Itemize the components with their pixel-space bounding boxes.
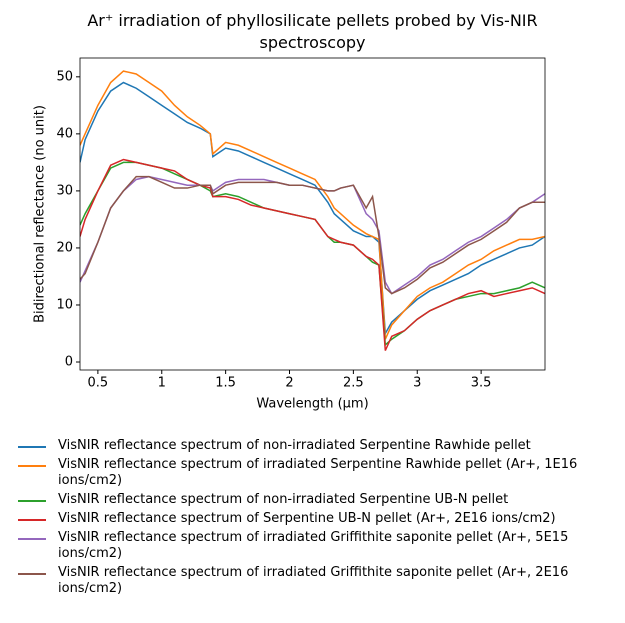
legend-swatch xyxy=(18,519,46,521)
legend-swatch xyxy=(18,465,46,467)
legend-label: VisNIR reflectance spectrum of non-irrad… xyxy=(58,492,509,507)
legend-label: VisNIR reflectance spectrum of Serpentin… xyxy=(58,511,556,526)
y-tick-label: 40 xyxy=(56,126,73,141)
series-line xyxy=(80,161,545,347)
x-axis-label: Wavelength (μm) xyxy=(256,397,368,412)
plot-frame xyxy=(79,57,546,371)
legend-item: VisNIR reflectance spectrum of irradiate… xyxy=(14,457,614,489)
x-tick-label: 1.5 xyxy=(215,376,236,391)
x-tick-label: 3 xyxy=(413,376,421,391)
chart-title: Ar⁺ irradiation of phyllosilicate pellet… xyxy=(87,11,538,52)
legend-item: VisNIR reflectance spectrum of irradiate… xyxy=(14,565,614,597)
series-line xyxy=(80,70,545,340)
legend-label: VisNIR reflectance spectrum of irradiate… xyxy=(58,457,578,488)
legend-swatch xyxy=(18,446,46,448)
legend-label: VisNIR reflectance spectrum of non-irrad… xyxy=(58,438,531,453)
x-tick-label: 0.5 xyxy=(88,376,109,391)
legend-label: VisNIR reflectance spectrum of irradiate… xyxy=(58,565,569,596)
legend-item: VisNIR reflectance spectrum of Serpentin… xyxy=(14,511,614,527)
y-tick-label: 20 xyxy=(56,240,73,255)
legend-label: VisNIR reflectance spectrum of irradiate… xyxy=(58,530,569,561)
legend-item: VisNIR reflectance spectrum of non-irrad… xyxy=(14,492,614,508)
legend-swatch xyxy=(18,573,46,575)
series-line xyxy=(80,175,545,295)
legend: VisNIR reflectance spectrum of non-irrad… xyxy=(14,438,614,600)
series-line xyxy=(80,81,545,337)
legend-swatch xyxy=(18,500,46,502)
x-tick-label: 1 xyxy=(158,376,166,391)
chart: 0.5 1 1.5 2 2.5 3 3.5 0 10 20 30 40 50 Wavelength (μm… xyxy=(33,57,546,412)
series-line xyxy=(80,175,545,295)
legend-item: VisNIR reflectance spectrum of irradiate… xyxy=(14,530,614,562)
x-tick-label: 3.5 xyxy=(471,376,492,391)
y-axis-label: Bidirectional reflectance (no unit) xyxy=(33,105,48,323)
series-line xyxy=(80,158,545,351)
y-tick-label: 10 xyxy=(56,297,73,312)
y-tick-label: 0 xyxy=(65,355,73,370)
y-tick-label: 30 xyxy=(56,183,73,198)
legend-swatch xyxy=(18,538,46,540)
legend-item: VisNIR reflectance spectrum of non-irrad… xyxy=(14,438,614,454)
y-tick-label: 50 xyxy=(56,69,73,84)
x-tick-label: 2.5 xyxy=(343,376,364,391)
x-tick-label: 2 xyxy=(285,376,293,391)
